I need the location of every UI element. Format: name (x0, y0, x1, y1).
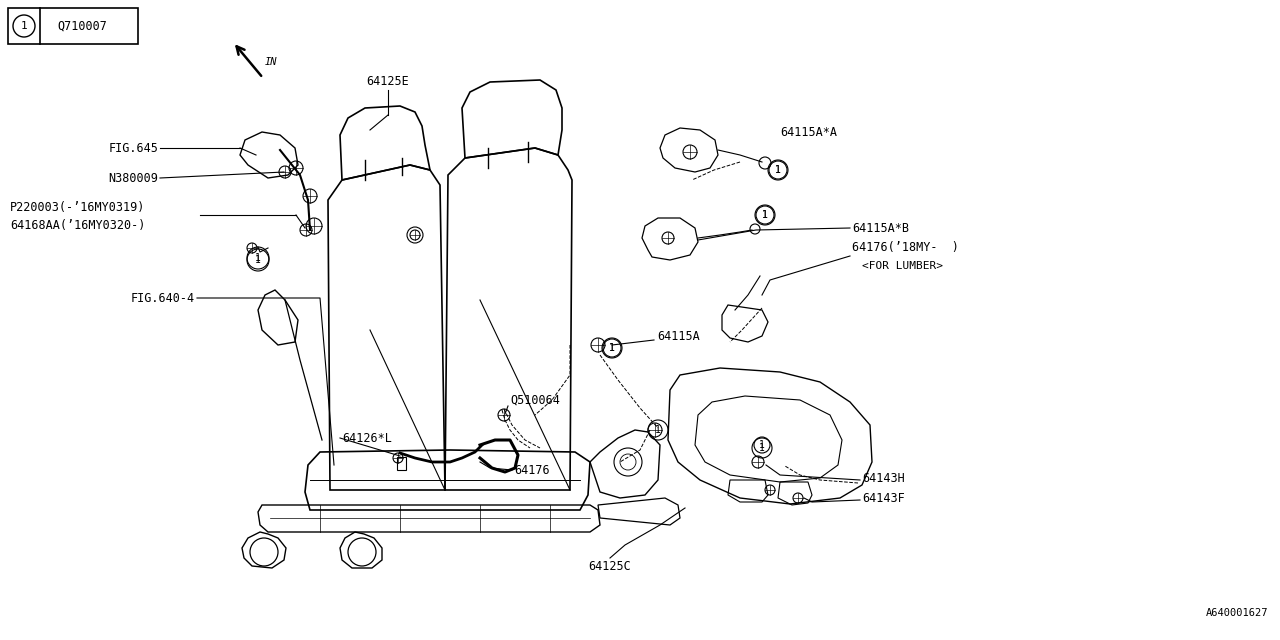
Text: Q710007: Q710007 (58, 19, 108, 33)
Text: 64176: 64176 (515, 463, 549, 477)
Text: 1: 1 (759, 443, 765, 453)
Text: 1: 1 (609, 343, 614, 353)
Text: FIG.645: FIG.645 (108, 141, 157, 154)
Text: 1: 1 (255, 253, 261, 263)
Text: <FOR LUMBER>: <FOR LUMBER> (861, 261, 943, 271)
Text: N380009: N380009 (108, 172, 157, 184)
Text: P220003(-’16MY0319): P220003(-’16MY0319) (10, 202, 146, 214)
Text: Q510064: Q510064 (509, 394, 559, 406)
Text: 64115A*B: 64115A*B (852, 221, 909, 234)
Text: 1: 1 (762, 210, 768, 220)
Text: 1: 1 (20, 21, 27, 31)
FancyBboxPatch shape (397, 456, 406, 470)
Text: 64126*L: 64126*L (342, 431, 392, 445)
Text: 1: 1 (762, 210, 768, 220)
Text: 64125C: 64125C (589, 560, 631, 573)
Text: 1: 1 (655, 425, 660, 435)
Text: 1: 1 (776, 165, 781, 175)
Text: IN: IN (265, 57, 278, 67)
Text: 64168AA(’16MY0320-): 64168AA(’16MY0320-) (10, 220, 146, 232)
Text: 1: 1 (759, 440, 765, 450)
Text: 64176(’18MY-  ): 64176(’18MY- ) (852, 241, 959, 255)
FancyBboxPatch shape (8, 8, 138, 44)
Text: 1: 1 (255, 255, 261, 265)
Text: 64125E: 64125E (366, 75, 410, 88)
Text: 1: 1 (609, 343, 614, 353)
Text: 1: 1 (776, 165, 781, 175)
Text: 64143F: 64143F (861, 492, 905, 504)
Text: 64115A*A: 64115A*A (780, 125, 837, 138)
Text: A640001627: A640001627 (1206, 608, 1268, 618)
Text: 64143H: 64143H (861, 472, 905, 484)
Text: FIG.640-4: FIG.640-4 (131, 291, 195, 305)
Text: 64115A: 64115A (657, 330, 700, 342)
